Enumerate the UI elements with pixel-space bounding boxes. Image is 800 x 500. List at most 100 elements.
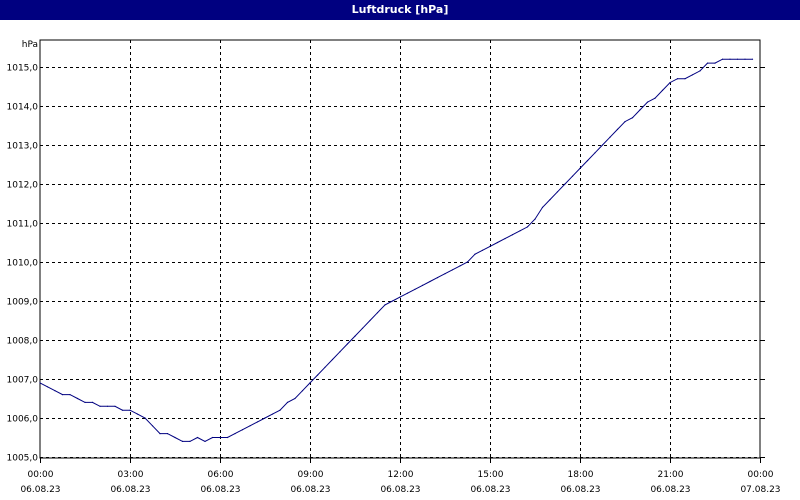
data-point xyxy=(496,241,499,244)
data-point xyxy=(519,230,521,232)
data-point xyxy=(684,78,686,80)
y-axis-label: hPa xyxy=(22,40,38,50)
data-point xyxy=(204,440,206,442)
chart-title: Luftdruck [hPa] xyxy=(0,0,800,20)
data-point xyxy=(736,58,739,60)
data-point xyxy=(91,401,94,403)
data-point xyxy=(376,312,379,314)
data-point xyxy=(466,261,469,263)
data-point xyxy=(676,78,679,80)
data-point xyxy=(654,97,656,99)
data-point xyxy=(331,358,334,361)
data-point xyxy=(174,436,176,439)
data-point xyxy=(556,191,559,193)
data-point xyxy=(196,436,199,439)
data-point xyxy=(369,319,371,322)
y-tick-label: 1015,0 xyxy=(7,64,39,74)
data-point xyxy=(729,58,731,60)
data-point xyxy=(384,304,386,306)
data-point xyxy=(121,409,124,411)
y-tick-label: 1014,0 xyxy=(7,103,39,113)
x-tick-time: 09:00 xyxy=(298,470,324,480)
y-tick-label: 1010,0 xyxy=(7,259,39,269)
data-point xyxy=(309,382,311,384)
data-point xyxy=(219,436,221,439)
data-point xyxy=(114,405,116,407)
data-point xyxy=(234,433,236,435)
data-point xyxy=(429,280,431,283)
x-tick-date: 06.08.23 xyxy=(110,485,150,495)
x-tick-time: 03:00 xyxy=(118,470,144,480)
x-tick-time: 21:00 xyxy=(658,470,684,480)
x-tick-date: 06.08.23 xyxy=(470,485,510,495)
data-point xyxy=(481,249,484,251)
data-point xyxy=(616,128,619,130)
data-point xyxy=(624,121,626,123)
data-point xyxy=(474,253,476,255)
data-point xyxy=(406,292,409,294)
x-tick-time: 06:00 xyxy=(208,470,234,480)
x-tick-date: 06.08.23 xyxy=(200,485,240,495)
data-point xyxy=(661,89,664,91)
data-point xyxy=(744,58,746,60)
data-point xyxy=(136,413,139,415)
x-tick-date: 06.08.23 xyxy=(290,485,330,495)
data-point xyxy=(76,397,79,400)
data-point xyxy=(264,417,266,419)
data-point xyxy=(294,397,296,400)
data-point xyxy=(699,70,701,72)
x-tick-date: 06.08.23 xyxy=(650,485,690,495)
data-point xyxy=(211,436,214,439)
data-point xyxy=(541,206,544,208)
data-point xyxy=(549,199,551,201)
y-tick-label: 1011,0 xyxy=(7,220,39,230)
data-point xyxy=(69,394,71,396)
data-point xyxy=(249,425,251,427)
data-point xyxy=(189,440,191,442)
data-point xyxy=(526,226,529,228)
data-point xyxy=(436,277,439,279)
data-point xyxy=(609,136,611,138)
x-tick-time: 15:00 xyxy=(478,470,504,480)
data-point xyxy=(286,401,289,403)
data-point xyxy=(594,152,596,154)
data-point xyxy=(421,284,424,286)
data-point xyxy=(511,234,514,236)
data-point xyxy=(279,409,281,411)
data-point xyxy=(571,175,574,177)
data-point xyxy=(564,183,566,185)
data-point xyxy=(751,58,754,60)
x-tick-date: 06.08.23 xyxy=(560,485,600,495)
data-point xyxy=(459,265,461,267)
data-point xyxy=(586,160,589,162)
data-point xyxy=(324,366,326,368)
data-point xyxy=(639,109,641,111)
data-point xyxy=(706,62,709,64)
x-tick-time: 00:00 xyxy=(748,470,774,480)
chart-area: hPa 1005,0 1006,0 1007,0 1008,0 1009,0 1010,0… xyxy=(7,39,781,495)
data-point xyxy=(166,433,169,435)
data-point xyxy=(399,296,401,298)
x-tick-date: 06.08.23 xyxy=(380,485,420,495)
data-point xyxy=(534,218,536,220)
data-point xyxy=(631,117,634,119)
data-point xyxy=(99,405,101,407)
x-axis: 00:00 06.08.23 03:00 06.08.23 06:00 06.08.23 0… xyxy=(20,458,781,495)
data-point xyxy=(241,429,244,431)
data-point xyxy=(489,245,491,247)
data-point xyxy=(256,421,259,423)
series-line xyxy=(39,58,753,442)
x-tick-time: 12:00 xyxy=(388,470,414,480)
y-tick-label: 1013,0 xyxy=(7,142,39,152)
data-point xyxy=(339,351,341,353)
grid-lines xyxy=(40,40,760,458)
data-point xyxy=(84,401,86,403)
data-point xyxy=(106,405,109,407)
y-axis: 1005,0 1006,0 1007,0 1008,0 1009,0 1010,0 1011… xyxy=(7,64,765,464)
data-point xyxy=(414,288,416,290)
x-tick-date: 07.08.23 xyxy=(740,485,780,495)
data-point xyxy=(346,343,349,345)
data-point xyxy=(451,269,454,271)
data-point xyxy=(391,300,394,302)
